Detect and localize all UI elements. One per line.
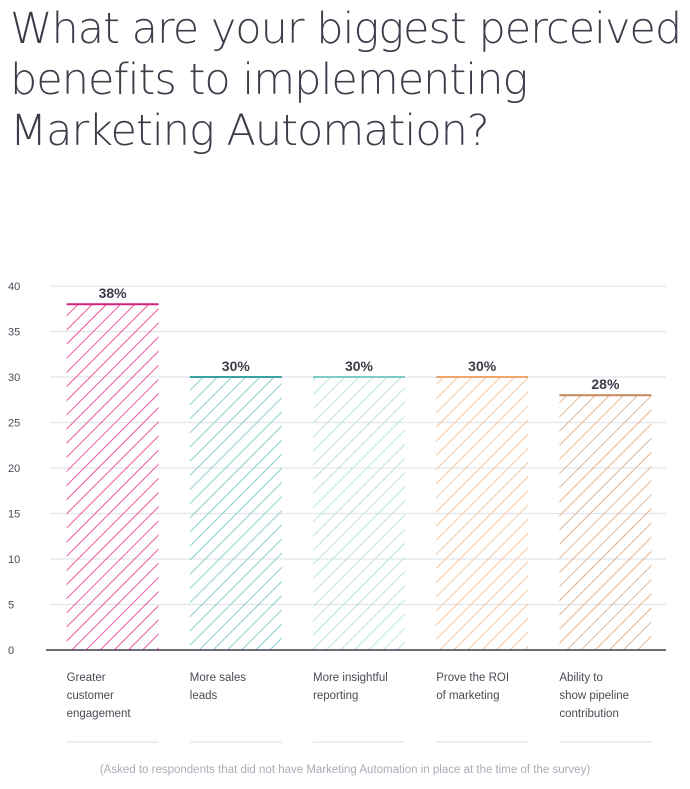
value-label: 30%: [468, 358, 497, 374]
bar: [313, 377, 405, 650]
x-tick-label: Prove the ROI of marketing: [436, 672, 509, 702]
bar: [559, 395, 652, 650]
x-tick-label: Ability to show pipeline contribution: [559, 672, 629, 720]
bars: 38% 30% 30% 30% 28%: [66, 285, 652, 650]
footnote: (Asked to respondents that did not have …: [99, 764, 591, 776]
value-label: 38%: [99, 285, 128, 301]
x-tick-label: More sales leads: [190, 672, 246, 702]
x-axis: Greater customer engagement More sales leads…: [46, 649, 666, 743]
y-tick-label: 15: [8, 509, 20, 521]
y-tick-label: 35: [8, 327, 20, 339]
title-line: Marketing Automation?: [10, 106, 490, 156]
chart-title: What are your biggest perceived benefits…: [10, 4, 686, 157]
y-tick-label: 40: [8, 281, 20, 293]
value-label: 30%: [222, 358, 251, 374]
x-tick-label: Greater customer engagement: [67, 672, 132, 720]
bar: [436, 377, 529, 650]
y-tick-label: 0: [8, 645, 14, 657]
y-tick-label: 25: [8, 418, 20, 430]
y-tick-label: 5: [8, 600, 14, 612]
y-tick-label: 10: [8, 554, 20, 566]
y-tick-label: 20: [8, 463, 20, 475]
y-axis: 0 5 10 15 20 25 30 35 40: [8, 281, 20, 657]
value-label: 30%: [345, 358, 374, 374]
title-line: benefits to implementing: [10, 55, 528, 105]
title-line: What are your biggest perceived: [10, 4, 682, 54]
value-label: 28%: [591, 376, 620, 392]
bar: [189, 377, 282, 650]
y-tick-label: 30: [8, 372, 20, 384]
bar: [66, 304, 159, 650]
x-tick-label: More insightful reporting: [313, 672, 388, 702]
